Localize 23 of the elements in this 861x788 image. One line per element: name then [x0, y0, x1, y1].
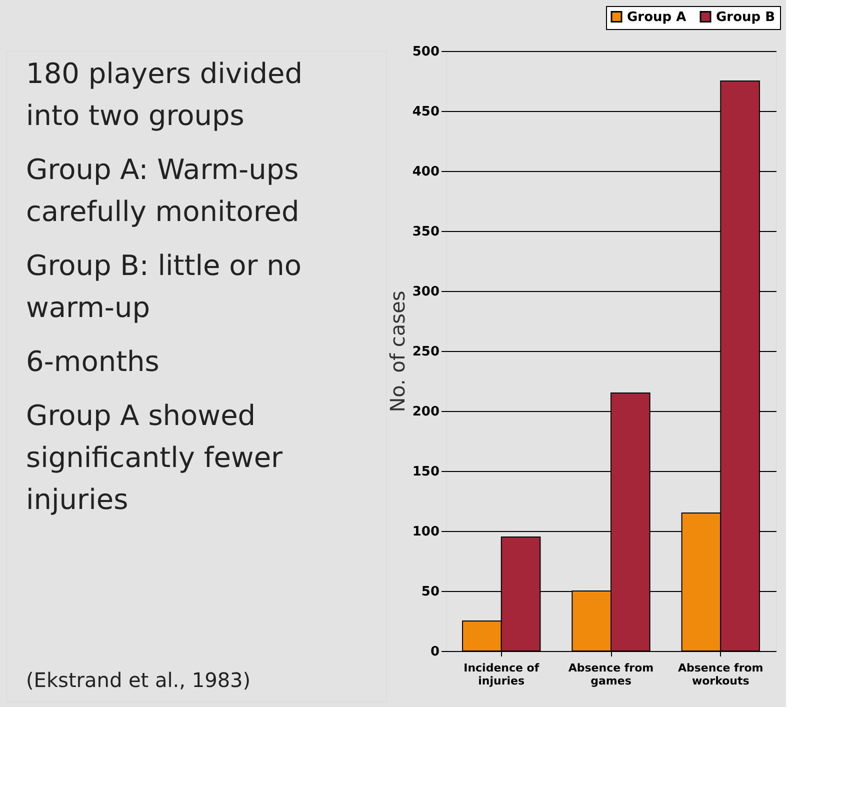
y-tick-label: 500	[412, 44, 440, 60]
x-tick-label: Incidence of injuries	[464, 662, 540, 688]
text: 180 players divided into two groups	[26, 57, 303, 132]
y-tick-label: 350	[412, 224, 440, 240]
y-tick-label: 150	[412, 464, 440, 480]
y-tick-label: 400	[412, 164, 440, 180]
text: Group A: Warm-ups carefully monitored	[26, 153, 300, 228]
y-axis-title: No. of cases	[385, 290, 410, 412]
x-tick-label: Absence from workouts	[678, 662, 764, 688]
y-tick-label: 0	[430, 644, 440, 660]
legend-label: Group B	[716, 10, 776, 25]
legend-label: Group A	[627, 10, 686, 25]
y-tick-label: 300	[412, 284, 440, 300]
text: 6-months	[26, 345, 160, 378]
text: Group B: little or no warm-up	[26, 249, 302, 324]
text: Group A showed significantly fewer injuries	[26, 399, 284, 516]
y-tick-label: 200	[412, 404, 440, 420]
y-tick-label: 250	[412, 344, 440, 360]
x-tick-label: Absence from games	[568, 662, 654, 688]
y-tick-label: 50	[421, 584, 440, 600]
text: (Ekstrand et al., 1983)	[26, 668, 251, 692]
y-tick-label: 450	[412, 104, 440, 120]
y-tick-label: 100	[412, 524, 440, 540]
